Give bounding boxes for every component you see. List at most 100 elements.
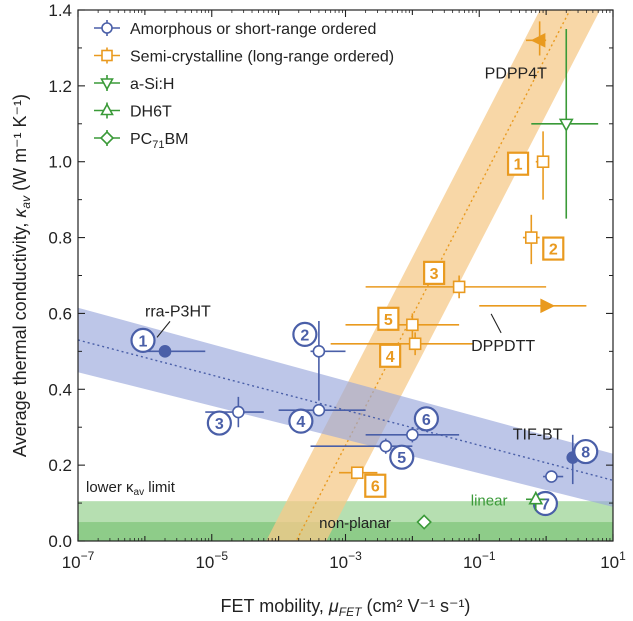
rra-p3ht-label: rra-P3HT	[145, 303, 211, 320]
legend-label-tail: BM	[164, 131, 188, 148]
y-tick-label: 1.0	[48, 153, 72, 172]
legend-label-text: PC	[130, 131, 152, 148]
plot-area: 0.00.20.40.60.81.01.21.410−7 10−5 10−3 10−1…	[48, 1, 626, 572]
point-marker	[232, 405, 245, 419]
series-semi-crystalline-long-range-ordered-: 1 2 3 5 4 6	[330, 21, 587, 498]
data-point: 1	[506, 131, 550, 200]
point-number-badge: 6	[413, 406, 439, 432]
badge-outline	[506, 151, 530, 176]
y-tick-label: 0.4	[48, 380, 72, 399]
point-marker	[536, 155, 550, 169]
point-marker	[452, 280, 466, 294]
point-number-badge: 3	[423, 260, 446, 285]
badge-outline	[379, 343, 402, 368]
point-marker	[406, 428, 419, 442]
lower-limit-label-part: limit	[144, 479, 176, 496]
data-point: 5	[310, 438, 415, 470]
dppdtt-label: DPPDTT	[471, 338, 535, 355]
x-tick-base: 10	[62, 553, 81, 572]
data-point: 5	[345, 306, 460, 340]
legend-label-text: Amorphous or short-range ordered	[130, 21, 376, 38]
x-axis-title-part: FET	[339, 605, 363, 619]
point-marker	[406, 318, 419, 332]
x-tick-label: 101	[600, 549, 626, 572]
x-tick-exponent: 1	[619, 549, 626, 563]
y-tick-label: 0.6	[48, 304, 72, 323]
series-a-si-h	[531, 28, 599, 219]
data-point	[531, 28, 599, 219]
point-marker	[540, 298, 556, 314]
point-number-badge: 1	[506, 151, 530, 176]
legend-label-text: DH6T	[130, 104, 172, 121]
badge-outline	[423, 260, 446, 285]
y-tick-label: 0.8	[48, 229, 72, 248]
badge-number: 5	[397, 450, 406, 467]
annotations: rra-P3HT PDPP4T DPPDTT TIF-BT linear non-plan…	[86, 65, 563, 532]
data-point	[416, 514, 432, 530]
legend-marker	[100, 78, 114, 91]
badge-number: 7	[541, 497, 550, 514]
legend-item: PC71BM	[94, 130, 188, 151]
data-point	[479, 298, 587, 314]
x-axis-title-part: μ	[328, 596, 339, 616]
y-axis-title-part: κ	[10, 208, 30, 218]
point-number-badge: 6	[364, 473, 387, 498]
legend-label: PC71BM	[130, 131, 188, 151]
x-tick-exponent: −1	[482, 549, 496, 563]
point-marker	[545, 470, 558, 483]
y-tick-label: 1.4	[48, 1, 72, 20]
data-point: 2	[292, 321, 346, 401]
point-number-badge: 1	[130, 327, 156, 353]
legend-marker	[101, 22, 113, 34]
x-tick-base: 10	[463, 553, 482, 572]
badge-outline	[364, 473, 387, 498]
series-dh6t	[525, 491, 545, 511]
point-number-badge: 2	[292, 321, 318, 347]
x-tick-exponent: −3	[348, 549, 362, 563]
tif-bt-label: TIF-BT	[513, 427, 563, 444]
point-marker	[558, 118, 574, 133]
semicrystalline-fit-line	[295, 10, 571, 541]
pdpp4t-label: PDPP4T	[485, 65, 547, 82]
legend-item: Semi-crystalline (long-range ordered)	[94, 47, 394, 66]
legend-marker	[101, 49, 113, 62]
badge-outline	[413, 406, 439, 432]
point-number-badge: 2	[542, 236, 565, 261]
data-point: 6	[339, 466, 387, 498]
badge-number: 8	[581, 445, 590, 462]
x-axis-title: FET mobility, μFET (cm² V⁻¹ s⁻¹)	[221, 596, 471, 619]
y-axis: 0.0 0.2 0.4 0.6 0.8 1.0 1.2 1.4	[48, 1, 613, 551]
x-axis-title-part: (cm² V⁻¹ s⁻¹)	[361, 596, 470, 616]
badge-number: 4	[386, 349, 395, 366]
x-tick-label: 10−1	[463, 549, 496, 572]
data-point	[525, 21, 547, 56]
point-marker	[530, 32, 546, 48]
point-marker	[408, 337, 422, 351]
badge-outline	[130, 327, 156, 353]
y-axis-title-part: av	[19, 195, 33, 209]
rra-p3ht-leader	[156, 321, 171, 338]
legend-label-text: a-Si:H	[130, 76, 174, 93]
amorphous-fit-band	[78, 307, 613, 507]
badge-number: 2	[549, 242, 558, 259]
point-number-badge: 4	[288, 408, 314, 434]
x-tick-base: 10	[195, 553, 214, 572]
dppdtt-leader	[490, 313, 502, 334]
x-axis: 10−7 10−5 10−3 10−1 101	[62, 10, 626, 572]
y-axis-title-part: (W m⁻¹ K⁻¹)	[10, 94, 30, 196]
legend-label: a-Si:H	[130, 76, 174, 93]
x-tick-base: 10	[600, 553, 619, 572]
point-marker	[524, 231, 538, 244]
x-axis-title-part: FET mobility,	[221, 596, 329, 616]
legend-marker	[99, 130, 115, 146]
point-marker	[312, 345, 326, 358]
badge-number: 2	[300, 327, 309, 344]
legend-label: DH6T	[130, 104, 172, 121]
legend-item: a-Si:H	[94, 75, 174, 93]
point-number-badge: 4	[379, 343, 402, 368]
point-marker	[312, 403, 326, 417]
series-pc71bm	[416, 514, 432, 530]
data-point: 2	[522, 214, 565, 265]
